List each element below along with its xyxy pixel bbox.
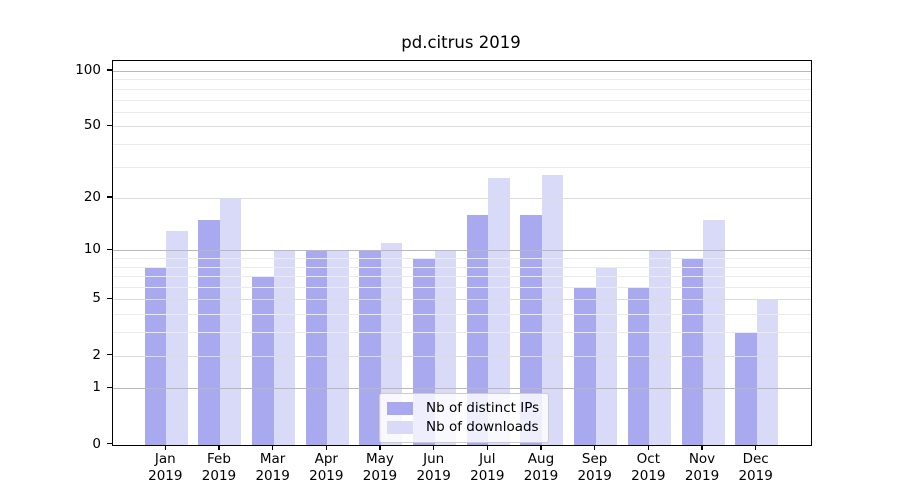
x-tick-mark-nov-2019	[701, 445, 703, 450]
bar-nb-of-downloads-mar-2019	[273, 250, 296, 445]
x-tick-mark-feb-2019	[218, 445, 220, 450]
bar-nb-of-distinct-ips-apr-2019	[305, 250, 328, 445]
gridline-y-50	[113, 126, 811, 128]
bar-nb-of-downloads-jan-2019	[166, 230, 188, 445]
bar-nb-of-downloads-apr-2019	[327, 250, 349, 445]
legend-label-downloads: Nb of downloads	[426, 419, 539, 435]
gridline-y-20	[113, 198, 811, 200]
y-tick-mark-10	[107, 248, 112, 251]
x-tick-label-jun-2019: Jun 2019	[416, 451, 451, 484]
x-tick-mark-may-2019	[379, 445, 381, 450]
y-tick-mark-5	[107, 297, 112, 300]
gridline-y-8	[113, 266, 811, 268]
bar-nb-of-distinct-ips-aug-2019	[520, 215, 542, 445]
x-tick-label-oct-2019: Oct 2019	[631, 451, 666, 484]
bar-nb-of-distinct-ips-nov-2019	[681, 258, 703, 445]
x-tick-mark-sep-2019	[593, 445, 596, 450]
gridline-y-3	[113, 332, 811, 334]
y-tick-mark-0	[107, 442, 112, 445]
y-tick-label-100: 100	[75, 61, 101, 78]
x-tick-label-sep-2019: Sep 2019	[577, 451, 612, 484]
x-tick-mark-mar-2019	[271, 445, 274, 450]
y-tick-label-2: 2	[92, 346, 101, 363]
legend-entry-distinct-ips: Nb of distinct IPs	[387, 399, 539, 418]
y-tick-mark-2	[107, 353, 112, 356]
x-tick-label-feb-2019: Feb 2019	[201, 451, 237, 484]
y-tick-label-5: 5	[92, 290, 101, 307]
gridline-y-40	[113, 143, 811, 145]
y-tick-label-1: 1	[92, 379, 101, 396]
bar-nb-of-distinct-ips-may-2019	[359, 250, 381, 445]
gridline-y-9	[113, 258, 811, 260]
y-tick-mark-1	[107, 386, 112, 389]
bar-nb-of-distinct-ips-jul-2019	[466, 215, 489, 445]
x-tick-label-dec-2019: Dec 2019	[738, 451, 773, 484]
y-tick-label-0: 0	[92, 435, 101, 452]
x-tick-mark-jul-2019	[486, 445, 488, 450]
gridline-y-2	[113, 355, 811, 357]
gridline-y-6	[113, 287, 811, 289]
x-tick-label-aug-2019: Aug 2019	[523, 451, 559, 484]
gridline-y-60	[113, 111, 811, 113]
gridline-y-30	[113, 166, 811, 168]
gridline-y-70	[113, 99, 811, 101]
x-tick-label-nov-2019: Nov 2019	[684, 451, 720, 484]
x-tick-mark-oct-2019	[647, 445, 650, 450]
bar-nb-of-downloads-dec-2019	[756, 299, 779, 445]
legend-entry-downloads: Nb of downloads	[387, 418, 539, 437]
y-tick-mark-20	[107, 196, 112, 198]
gridline-y-5	[113, 299, 811, 301]
gridline-y-1	[113, 388, 811, 390]
gridline-y-10	[113, 250, 811, 252]
x-tick-label-may-2019: May 2019	[362, 451, 398, 484]
chart-title: pd.citrus 2019	[401, 33, 521, 52]
gridline-y-80	[113, 88, 811, 90]
x-tick-mark-apr-2019	[325, 445, 327, 450]
x-tick-label-mar-2019: Mar 2019	[255, 451, 290, 484]
legend: Nb of distinct IPs Nb of downloads	[379, 392, 550, 443]
gridline-y-4	[113, 314, 811, 316]
bar-nb-of-downloads-aug-2019	[541, 174, 564, 445]
x-tick-label-apr-2019: Apr 2019	[309, 451, 344, 484]
bar-nb-of-distinct-ips-mar-2019	[252, 276, 274, 445]
bar-nb-of-distinct-ips-oct-2019	[627, 287, 650, 445]
x-tick-mark-jan-2019	[164, 445, 166, 450]
bar-nb-of-downloads-oct-2019	[649, 250, 671, 445]
legend-swatch-downloads	[387, 420, 413, 434]
legend-label-distinct-ips: Nb of distinct IPs	[426, 400, 540, 416]
x-tick-label-jan-2019: Jan 2019	[148, 451, 183, 484]
x-tick-mark-dec-2019	[754, 445, 757, 450]
x-tick-label-jul-2019: Jul 2019	[470, 451, 505, 484]
bar-nb-of-downloads-jul-2019	[488, 177, 510, 445]
plot-area	[112, 59, 812, 446]
y-tick-label-20: 20	[83, 189, 101, 206]
y-tick-label-50: 50	[83, 117, 101, 134]
bar-nb-of-downloads-feb-2019	[219, 198, 242, 445]
gridline-y-7	[113, 276, 811, 278]
bar-nb-of-distinct-ips-sep-2019	[574, 287, 596, 445]
y-tick-mark-100	[107, 69, 112, 71]
legend-swatch-distinct-ips	[387, 401, 413, 415]
x-tick-mark-aug-2019	[540, 445, 542, 450]
gridline-y-90	[113, 79, 811, 81]
y-tick-mark-50	[107, 124, 112, 126]
gridline-y-100	[113, 70, 811, 72]
x-tick-mark-jun-2019	[432, 445, 435, 450]
y-tick-label-10: 10	[83, 241, 101, 258]
